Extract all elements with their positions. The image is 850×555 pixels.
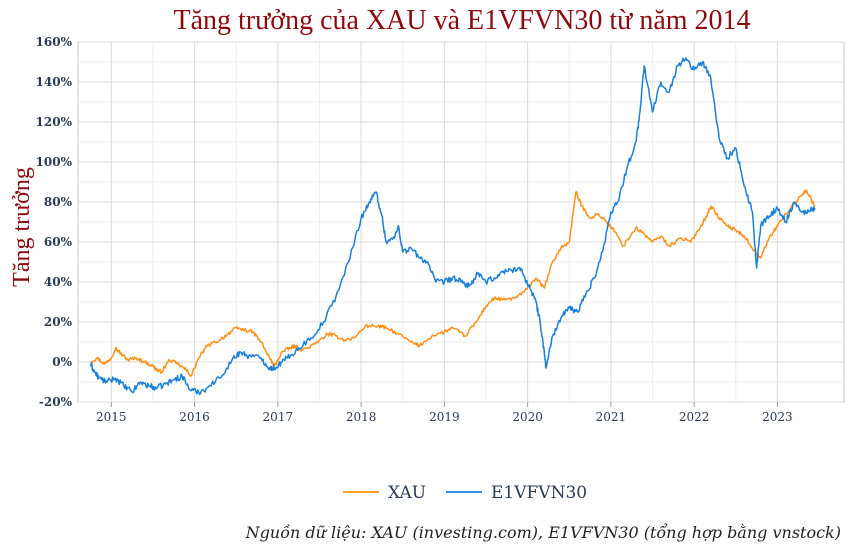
y-tick-label: 20% xyxy=(44,315,73,329)
x-tick-label: 2018 xyxy=(346,410,377,424)
y-tick-label: 120% xyxy=(36,115,73,129)
y-tick-label: 40% xyxy=(44,275,73,289)
legend-label: XAU xyxy=(388,483,426,503)
x-tick-label: 2022 xyxy=(679,410,710,424)
plot-area: -20%0%20%40%60%80%100%120%140%160% 2015 2… xyxy=(36,35,845,424)
y-tick-label: 80% xyxy=(44,195,73,209)
y-axis-label: Tăng trưởng xyxy=(9,167,35,287)
y-tick-label: 60% xyxy=(44,235,73,249)
grid-minor xyxy=(78,42,844,402)
grid-major xyxy=(78,41,844,403)
x-axis: 2015 2016 2017 2018 2019 2020 2021 2022 2023 xyxy=(96,402,793,424)
x-tick-label: 2017 xyxy=(263,410,294,424)
source-note: Nguồn dữ liệu: XAU (investing.com), E1VF… xyxy=(245,523,841,542)
series-layer xyxy=(89,57,816,396)
chart-title: Tăng trưởng của XAU và E1VFVN30 từ năm 2… xyxy=(173,5,750,36)
y-axis: -20% 0% 20% 40% 60% 80% 100% 120% 140% 160% xyxy=(36,35,73,409)
x-tick-label: 2019 xyxy=(429,410,460,424)
y-tick-label: 160% xyxy=(36,35,73,49)
x-tick-label: 2020 xyxy=(512,410,543,424)
y-tick-label: 100% xyxy=(36,155,73,169)
x-tick-label: 2021 xyxy=(596,410,627,424)
x-tick-label: 2015 xyxy=(96,410,127,424)
y-tick-label: 0% xyxy=(52,355,72,369)
x-tick-label: 2016 xyxy=(179,410,210,424)
y-tick-label: 140% xyxy=(36,75,73,89)
x-tick-label: 2023 xyxy=(762,410,793,424)
series-line-e1vfvn30 xyxy=(89,57,816,396)
legend: XAU E1VFVN30 xyxy=(343,483,587,503)
y-tick-label: -20% xyxy=(39,395,73,409)
legend-label: E1VFVN30 xyxy=(491,483,587,503)
series-line-xau xyxy=(90,189,816,377)
